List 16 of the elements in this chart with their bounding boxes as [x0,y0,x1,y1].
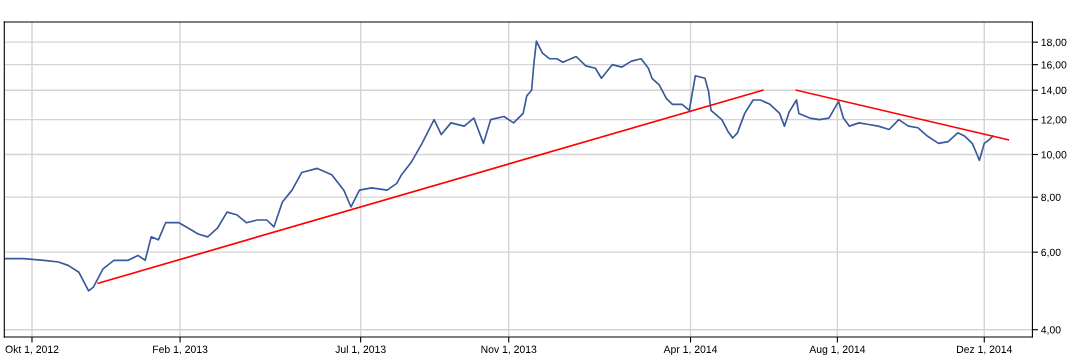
x-tick-label: Nov 1, 2013 [481,345,537,355]
y-tick-label: 10,00 [1041,151,1067,160]
x-tick-label: Dez 1, 2014 [957,345,1013,355]
y-tick-label: 16,00 [1041,61,1067,70]
y-tick-label: 6,00 [1041,248,1061,258]
y-tick-label: 12,00 [1041,116,1067,125]
x-tick-label: Apr 1, 2014 [663,345,718,356]
x-tick-label: Feb 1, 2013 [153,345,208,355]
x-tick-label: Aug 1, 2014 [809,345,866,356]
y-tick-label: 14,00 [1041,86,1067,96]
x-tick-label: Okt 1, 2012 [5,345,59,355]
x-tick-label: Jul 1, 2013 [335,345,386,355]
y-tick-label: 4,00 [1040,326,1061,335]
y-tick-label: 18,00 [1041,38,1067,48]
line-series [4,40,994,292]
y-tick-label: 8,00 [1041,193,1061,203]
